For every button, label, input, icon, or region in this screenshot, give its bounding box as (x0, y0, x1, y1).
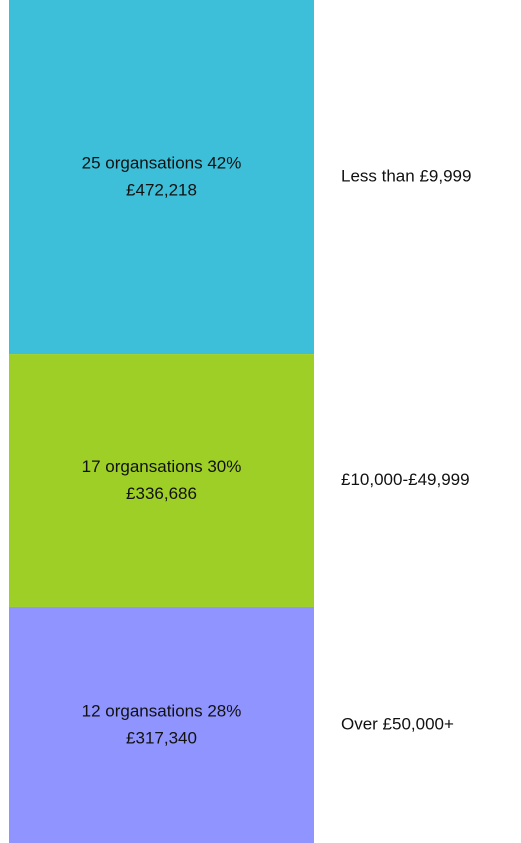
segment-amount: £336,686 (126, 484, 197, 503)
category-label: Less than £9,999 (341, 167, 471, 186)
category-label: Over £50,000+ (341, 714, 454, 733)
segment-amount: £317,340 (126, 728, 197, 747)
segment-label: 25 organsations 42% (82, 154, 242, 173)
bar-segment (9, 0, 314, 355)
category-label: £10,000-£49,999 (341, 470, 470, 489)
segment-label: 17 organsations 30% (82, 457, 242, 476)
segment-label: 12 organsations 28% (82, 701, 242, 720)
segment-amount: £472,218 (126, 181, 197, 200)
bar-segment (9, 606, 314, 843)
bar-segment (9, 354, 314, 607)
